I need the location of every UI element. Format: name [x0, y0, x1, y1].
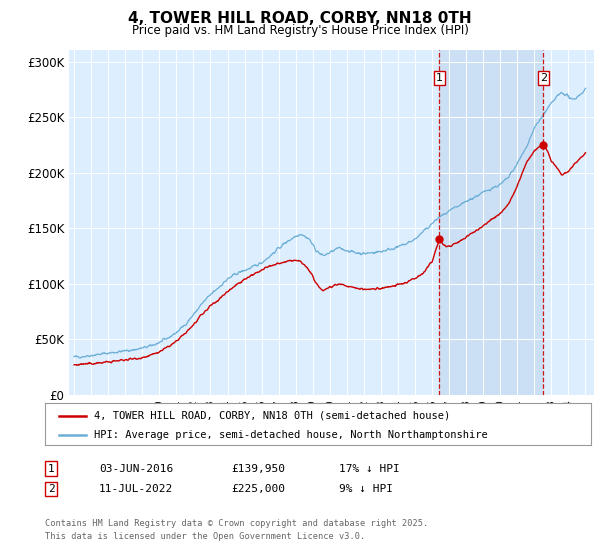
Text: This data is licensed under the Open Government Licence v3.0.: This data is licensed under the Open Gov…	[45, 532, 365, 541]
Text: 9% ↓ HPI: 9% ↓ HPI	[339, 484, 393, 494]
Text: £139,950: £139,950	[231, 464, 285, 474]
Text: HPI: Average price, semi-detached house, North Northamptonshire: HPI: Average price, semi-detached house,…	[94, 430, 488, 440]
Text: Contains HM Land Registry data © Crown copyright and database right 2025.: Contains HM Land Registry data © Crown c…	[45, 519, 428, 528]
Text: 2: 2	[47, 484, 55, 494]
Text: 4, TOWER HILL ROAD, CORBY, NN18 0TH: 4, TOWER HILL ROAD, CORBY, NN18 0TH	[128, 11, 472, 26]
Text: 2: 2	[540, 73, 547, 83]
Text: 03-JUN-2016: 03-JUN-2016	[99, 464, 173, 474]
Text: Price paid vs. HM Land Registry's House Price Index (HPI): Price paid vs. HM Land Registry's House …	[131, 24, 469, 36]
Text: 4, TOWER HILL ROAD, CORBY, NN18 0TH (semi-detached house): 4, TOWER HILL ROAD, CORBY, NN18 0TH (sem…	[94, 411, 451, 421]
Text: 1: 1	[436, 73, 443, 83]
Text: 1: 1	[47, 464, 55, 474]
Text: 17% ↓ HPI: 17% ↓ HPI	[339, 464, 400, 474]
Bar	[439, 50, 544, 395]
Text: £225,000: £225,000	[231, 484, 285, 494]
Text: 11-JUL-2022: 11-JUL-2022	[99, 484, 173, 494]
